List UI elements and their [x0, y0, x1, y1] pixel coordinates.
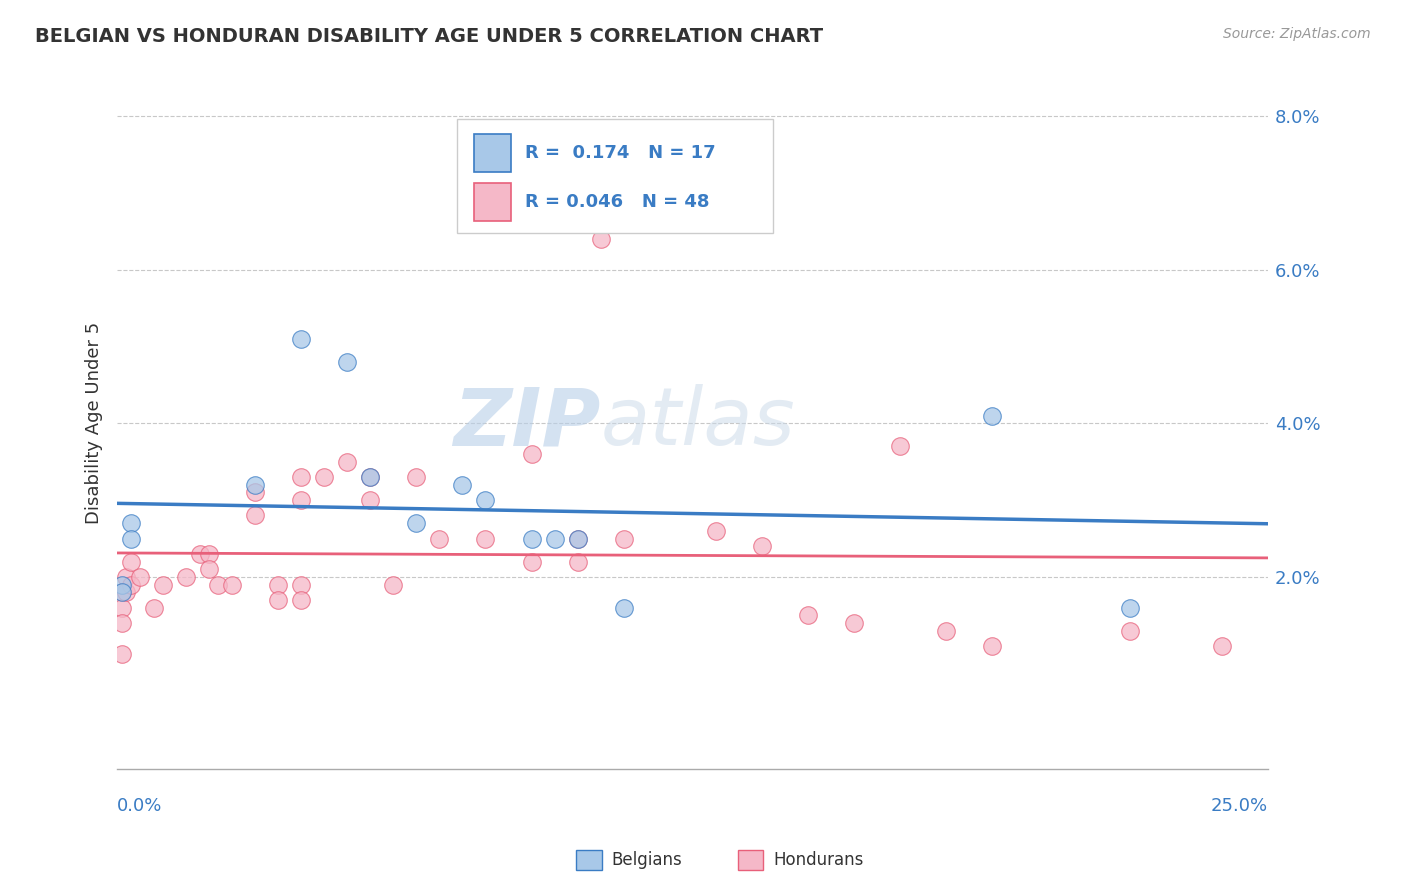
Point: [451, 477, 474, 491]
Point: [221, 577, 243, 591]
Point: [613, 600, 636, 615]
Point: [429, 532, 451, 546]
Bar: [474, 183, 510, 221]
Point: [198, 547, 221, 561]
Text: 25.0%: 25.0%: [1211, 797, 1268, 814]
Point: [359, 470, 381, 484]
Point: [314, 470, 336, 484]
Point: [842, 616, 865, 631]
Point: [143, 600, 166, 615]
Point: [589, 232, 612, 246]
Point: [797, 608, 820, 623]
Point: [336, 355, 359, 369]
Point: [980, 409, 1002, 423]
Point: [474, 532, 496, 546]
Text: Hondurans: Hondurans: [773, 851, 863, 869]
Bar: [474, 134, 510, 172]
Point: [174, 570, 197, 584]
Point: [405, 516, 427, 531]
Point: [115, 585, 138, 599]
Point: [359, 470, 381, 484]
Point: [751, 539, 773, 553]
Point: [111, 585, 134, 599]
Point: [290, 593, 312, 607]
Point: [207, 577, 229, 591]
Point: [474, 493, 496, 508]
Point: [1211, 639, 1233, 653]
Point: [129, 570, 152, 584]
Point: [567, 532, 589, 546]
Point: [290, 577, 312, 591]
Point: [111, 616, 134, 631]
Text: R =  0.174   N = 17: R = 0.174 N = 17: [524, 145, 716, 162]
Point: [290, 470, 312, 484]
Text: R = 0.046   N = 48: R = 0.046 N = 48: [524, 194, 709, 211]
Point: [520, 447, 543, 461]
Point: [613, 532, 636, 546]
Point: [188, 547, 211, 561]
Point: [1119, 624, 1142, 638]
Text: Source: ZipAtlas.com: Source: ZipAtlas.com: [1223, 27, 1371, 41]
Text: Belgians: Belgians: [612, 851, 682, 869]
Point: [543, 532, 565, 546]
Point: [115, 570, 138, 584]
Point: [405, 470, 427, 484]
Text: atlas: atlas: [600, 384, 796, 462]
Text: BELGIAN VS HONDURAN DISABILITY AGE UNDER 5 CORRELATION CHART: BELGIAN VS HONDURAN DISABILITY AGE UNDER…: [35, 27, 824, 45]
Text: ZIP: ZIP: [453, 384, 600, 462]
Point: [111, 647, 134, 661]
Point: [1119, 600, 1142, 615]
Point: [567, 555, 589, 569]
Point: [382, 577, 405, 591]
Point: [980, 639, 1002, 653]
Point: [120, 555, 142, 569]
Point: [120, 577, 142, 591]
Point: [245, 508, 267, 523]
FancyBboxPatch shape: [457, 119, 773, 233]
Point: [267, 577, 290, 591]
Point: [359, 493, 381, 508]
Point: [198, 562, 221, 576]
Point: [704, 524, 727, 538]
Point: [111, 585, 134, 599]
Point: [245, 485, 267, 500]
Text: 0.0%: 0.0%: [117, 797, 163, 814]
Point: [245, 477, 267, 491]
Point: [120, 532, 142, 546]
Point: [111, 577, 134, 591]
Point: [567, 532, 589, 546]
Point: [520, 555, 543, 569]
Point: [120, 516, 142, 531]
Y-axis label: Disability Age Under 5: Disability Age Under 5: [86, 322, 103, 524]
Point: [267, 593, 290, 607]
Point: [290, 493, 312, 508]
Point: [935, 624, 957, 638]
Point: [152, 577, 174, 591]
Point: [111, 600, 134, 615]
Point: [520, 532, 543, 546]
Point: [290, 332, 312, 346]
Point: [889, 439, 911, 453]
Point: [336, 455, 359, 469]
